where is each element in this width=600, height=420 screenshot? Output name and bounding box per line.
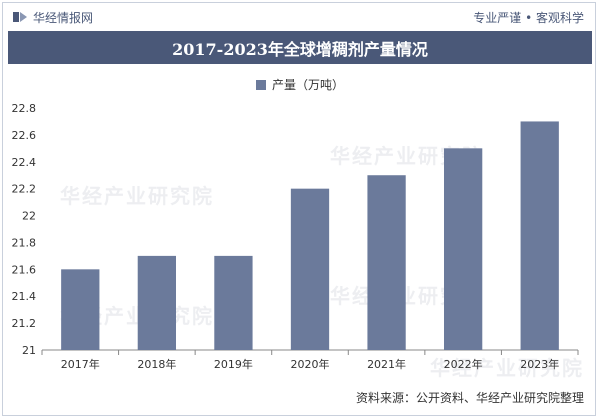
- y-tick-label: 22.6: [12, 129, 37, 142]
- x-tick-label: 2020年: [291, 357, 330, 371]
- legend-label: 产量（万吨）: [271, 78, 344, 92]
- title-bar: 2017-2023年全球增稠剂产量情况: [8, 31, 592, 64]
- brand-name: 华经情报网: [33, 10, 94, 25]
- y-tick-label: 22.4: [12, 156, 37, 169]
- bar-2022年: [444, 148, 483, 350]
- y-tick-label: 22.8: [12, 102, 37, 115]
- x-tick-label: 2022年: [444, 357, 483, 371]
- bar-2018年: [137, 255, 176, 350]
- y-tick-label: 21: [22, 344, 36, 357]
- brand-logo: 华经情报网: [12, 8, 93, 26]
- bar-2023年: [520, 121, 559, 350]
- x-tick-label: 2018年: [137, 357, 176, 371]
- y-tick-label: 21.8: [12, 236, 37, 249]
- y-tick-label: 22: [22, 210, 36, 223]
- x-tick-label: 2023年: [520, 357, 559, 371]
- brand-tagline: 专业严谨 • 客观科学: [473, 11, 584, 25]
- source-note: 资料来源：公开资料、华经产业研究院整理: [355, 391, 584, 405]
- x-tick-label: 2017年: [61, 357, 100, 371]
- bar-2020年: [290, 188, 330, 350]
- y-tick-label: 21.6: [12, 263, 37, 276]
- y-tick-label: 21.4: [12, 290, 37, 303]
- x-tick-label: 2021年: [367, 357, 406, 371]
- legend: 产量（万吨）: [0, 76, 600, 93]
- brand-logo-icon: [13, 12, 27, 22]
- chart-title: 2017-2023年全球增稠剂产量情况: [172, 39, 428, 59]
- top-bar: 华经情报网 专业严谨 • 客观科学: [8, 6, 592, 30]
- bar-2019年: [214, 255, 253, 350]
- y-tick-label: 22.2: [12, 183, 37, 196]
- chart-frame: [2, 2, 596, 416]
- bar-2017年: [61, 269, 100, 350]
- legend-swatch: [255, 79, 266, 90]
- y-tick-label: 21.2: [12, 317, 37, 330]
- x-tick-label: 2019年: [214, 357, 253, 371]
- bar-2021年: [367, 175, 406, 350]
